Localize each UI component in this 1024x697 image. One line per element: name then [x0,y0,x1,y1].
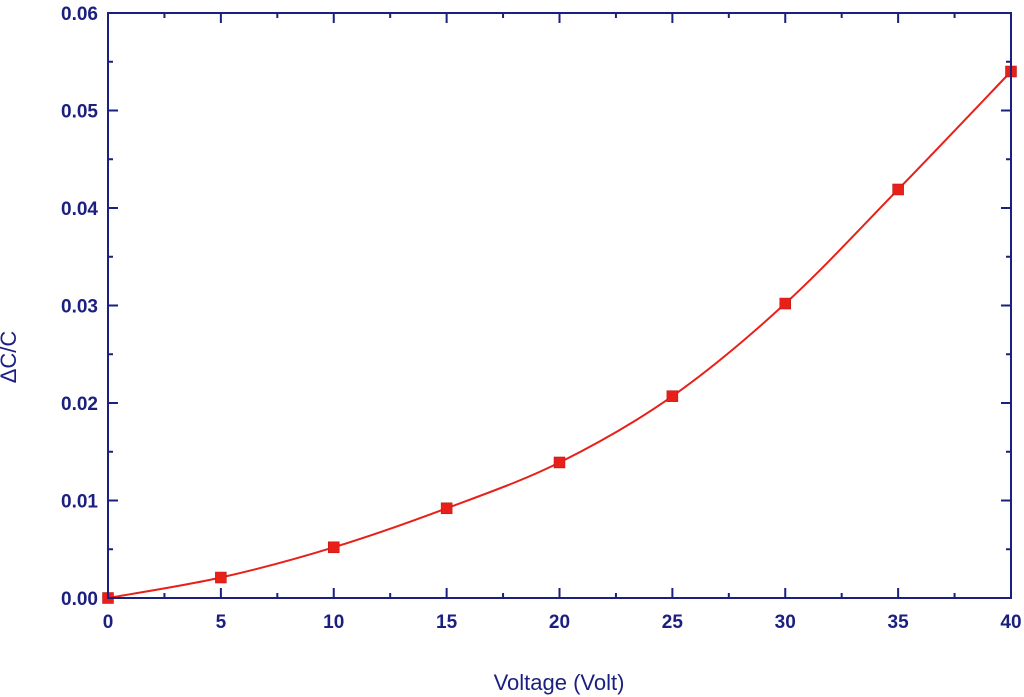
y-tick-label: 0.04 [61,199,98,220]
y-axis-title: ΔC/C [0,331,21,384]
x-tick-label: 15 [436,612,458,633]
y-tick-label: 0.00 [61,589,98,610]
x-tick-label: 5 [216,612,227,633]
data-point-marker [328,541,340,554]
data-point-marker [215,571,227,584]
y-tick-label: 0.02 [61,394,98,415]
y-tick-label: 0.01 [61,492,98,513]
data-point-marker [892,183,904,196]
data-point-marker [553,456,566,469]
x-tick-label: 20 [549,612,570,633]
data-point-marker [779,297,791,310]
y-tick-label: 0.03 [61,297,98,318]
plot-frame-layer [107,12,1012,599]
x-tick-label: 25 [662,612,684,633]
y-tick-label: 0.05 [61,102,98,123]
series-line [107,70,1012,599]
axis-ticks [107,12,1012,599]
x-tick-label: 40 [1000,612,1021,633]
x-tick-label: 35 [888,612,910,633]
plot-frame [107,12,1012,599]
x-tick-label: 0 [103,612,114,633]
x-tick-label: 10 [323,612,344,633]
tick-labels: 0 5 10 15 20 25 30 35 40 0.00 0.01 0.02 0.03 0.04 0.05… [61,4,1022,633]
x-tick-label: 30 [775,612,796,633]
data-point-marker [440,502,453,515]
x-axis-title: Voltage (Volt) [494,670,625,695]
series-layer [102,65,1017,604]
data-point-marker [666,390,679,402]
y-tick-label: 0.06 [61,4,98,25]
